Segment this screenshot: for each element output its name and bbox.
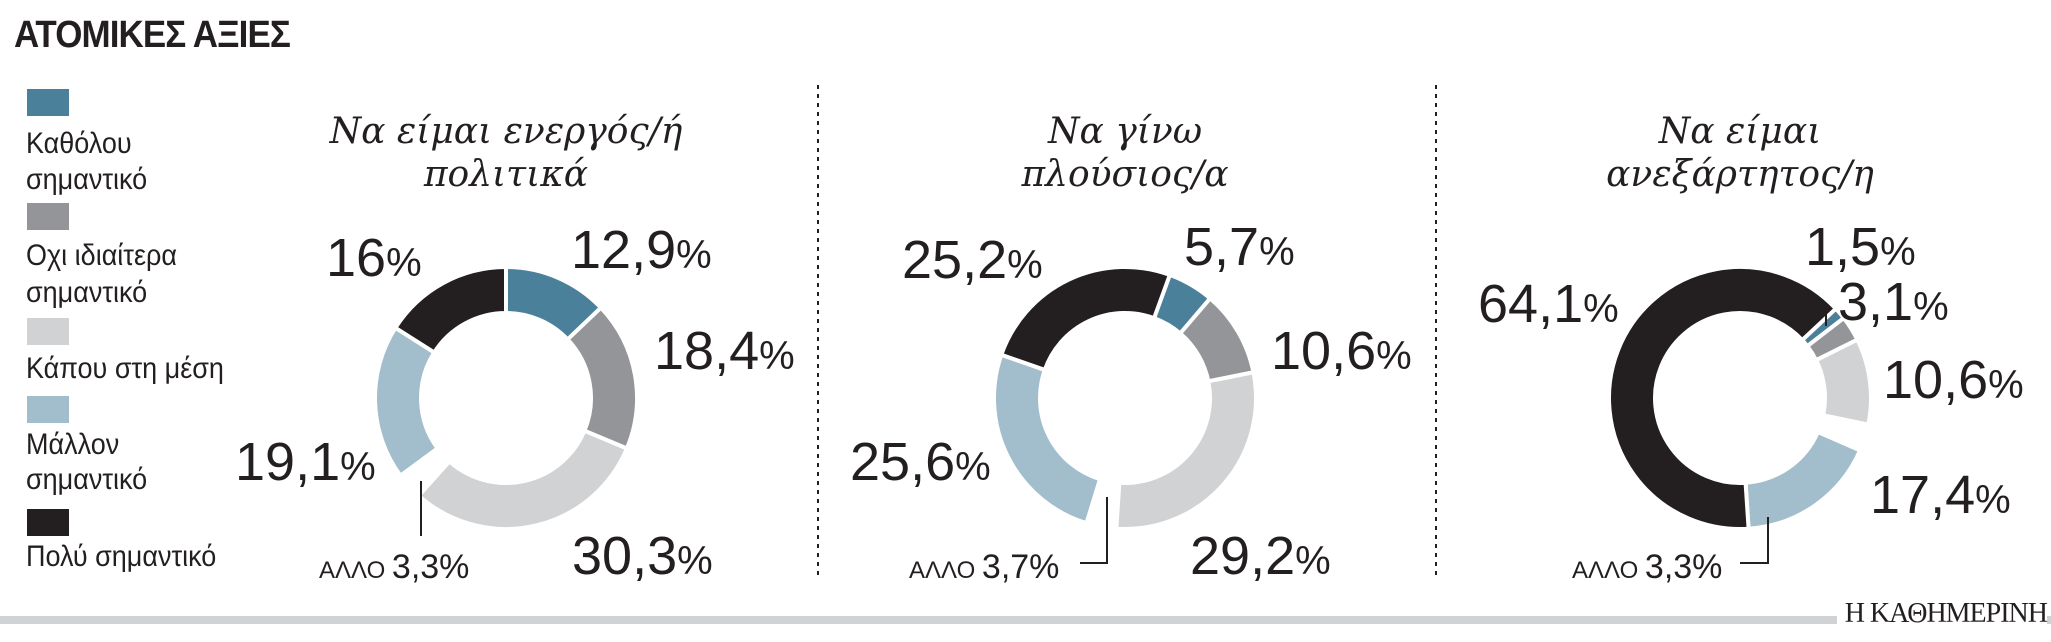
data-label-other: ΑΛΛΟ 3,3% xyxy=(1572,548,1722,586)
data-label: 5,7% xyxy=(1184,217,1295,277)
legend-label: Κάπου στη μέση xyxy=(26,352,224,385)
data-label: 10,6% xyxy=(1271,321,1412,381)
data-label: 19,1% xyxy=(235,432,376,492)
data-label: 3,1% xyxy=(1838,272,1949,332)
data-label: 30,3% xyxy=(572,526,713,586)
legend-label: Πολύ σημαντικό xyxy=(26,540,217,573)
footer-bar xyxy=(0,616,2051,624)
legend-label: Οχι ιδιαίτερα xyxy=(26,239,177,272)
legend-swatch-very-important xyxy=(27,509,69,536)
data-label: 25,2% xyxy=(902,230,1043,290)
legend-swatch-not-important xyxy=(27,89,69,116)
legend-swatch-rather-important xyxy=(27,396,69,423)
legend-label: σημαντικό xyxy=(26,463,148,496)
legend-swatch-neutral xyxy=(27,318,69,345)
data-label: 16% xyxy=(326,228,422,288)
slice-neutral xyxy=(415,428,630,531)
data-label-other: ΑΛΛΟ 3,7% xyxy=(909,548,1059,586)
chart-title: ανεξάρτητος/η xyxy=(1606,154,1874,195)
chart-title: πλούσιος/α xyxy=(1021,154,1229,195)
slice-very-important xyxy=(392,264,508,356)
leader-line xyxy=(1080,497,1108,564)
legend-swatch-not-very-important xyxy=(27,203,69,230)
data-label: 1,5% xyxy=(1805,217,1916,277)
data-label: 10,6% xyxy=(1883,350,2024,410)
page-title: ΑΤΟΜΙΚΕΣ ΑΞΙΕΣ xyxy=(14,14,291,56)
data-label: 29,2% xyxy=(1190,526,1331,586)
data-label: 25,6% xyxy=(850,432,991,492)
data-label: 17,4% xyxy=(1870,465,2011,525)
data-label-other: ΑΛΛΟ 3,3% xyxy=(319,548,469,586)
chart-title: Να είμαι xyxy=(1658,111,1822,152)
slice-very-important xyxy=(998,265,1173,373)
chart-title: Να γίνω xyxy=(1047,111,1202,152)
slice-neutral xyxy=(1114,369,1258,531)
chart-title: Να είμαι ενεργός/ή xyxy=(329,111,683,152)
leader-line xyxy=(1740,517,1769,564)
donut-chart-1 xyxy=(373,264,639,531)
slice-neutral xyxy=(1813,336,1873,427)
donut-chart-3 xyxy=(1607,265,1873,531)
slice-not-very-important xyxy=(564,304,639,452)
legend-label: Καθόλου xyxy=(26,127,132,160)
data-label: 64,1% xyxy=(1478,274,1619,334)
slice-very-important xyxy=(1607,265,1839,531)
data-label: 12,9% xyxy=(571,220,712,280)
legend-label: σημαντικό xyxy=(26,163,148,196)
legend-label: σημαντικό xyxy=(26,276,148,309)
slice-rather-important xyxy=(992,352,1103,526)
brand-logo: Η ΚΑΘΗΜΕΡΙΝΗ xyxy=(1836,598,2048,630)
data-label: 18,4% xyxy=(654,321,795,381)
chart-title: πολιτικά xyxy=(423,154,588,195)
donut-chart-2 xyxy=(992,265,1258,531)
legend-label: Μάλλον xyxy=(26,428,120,461)
slice-rather-important xyxy=(1743,429,1863,531)
